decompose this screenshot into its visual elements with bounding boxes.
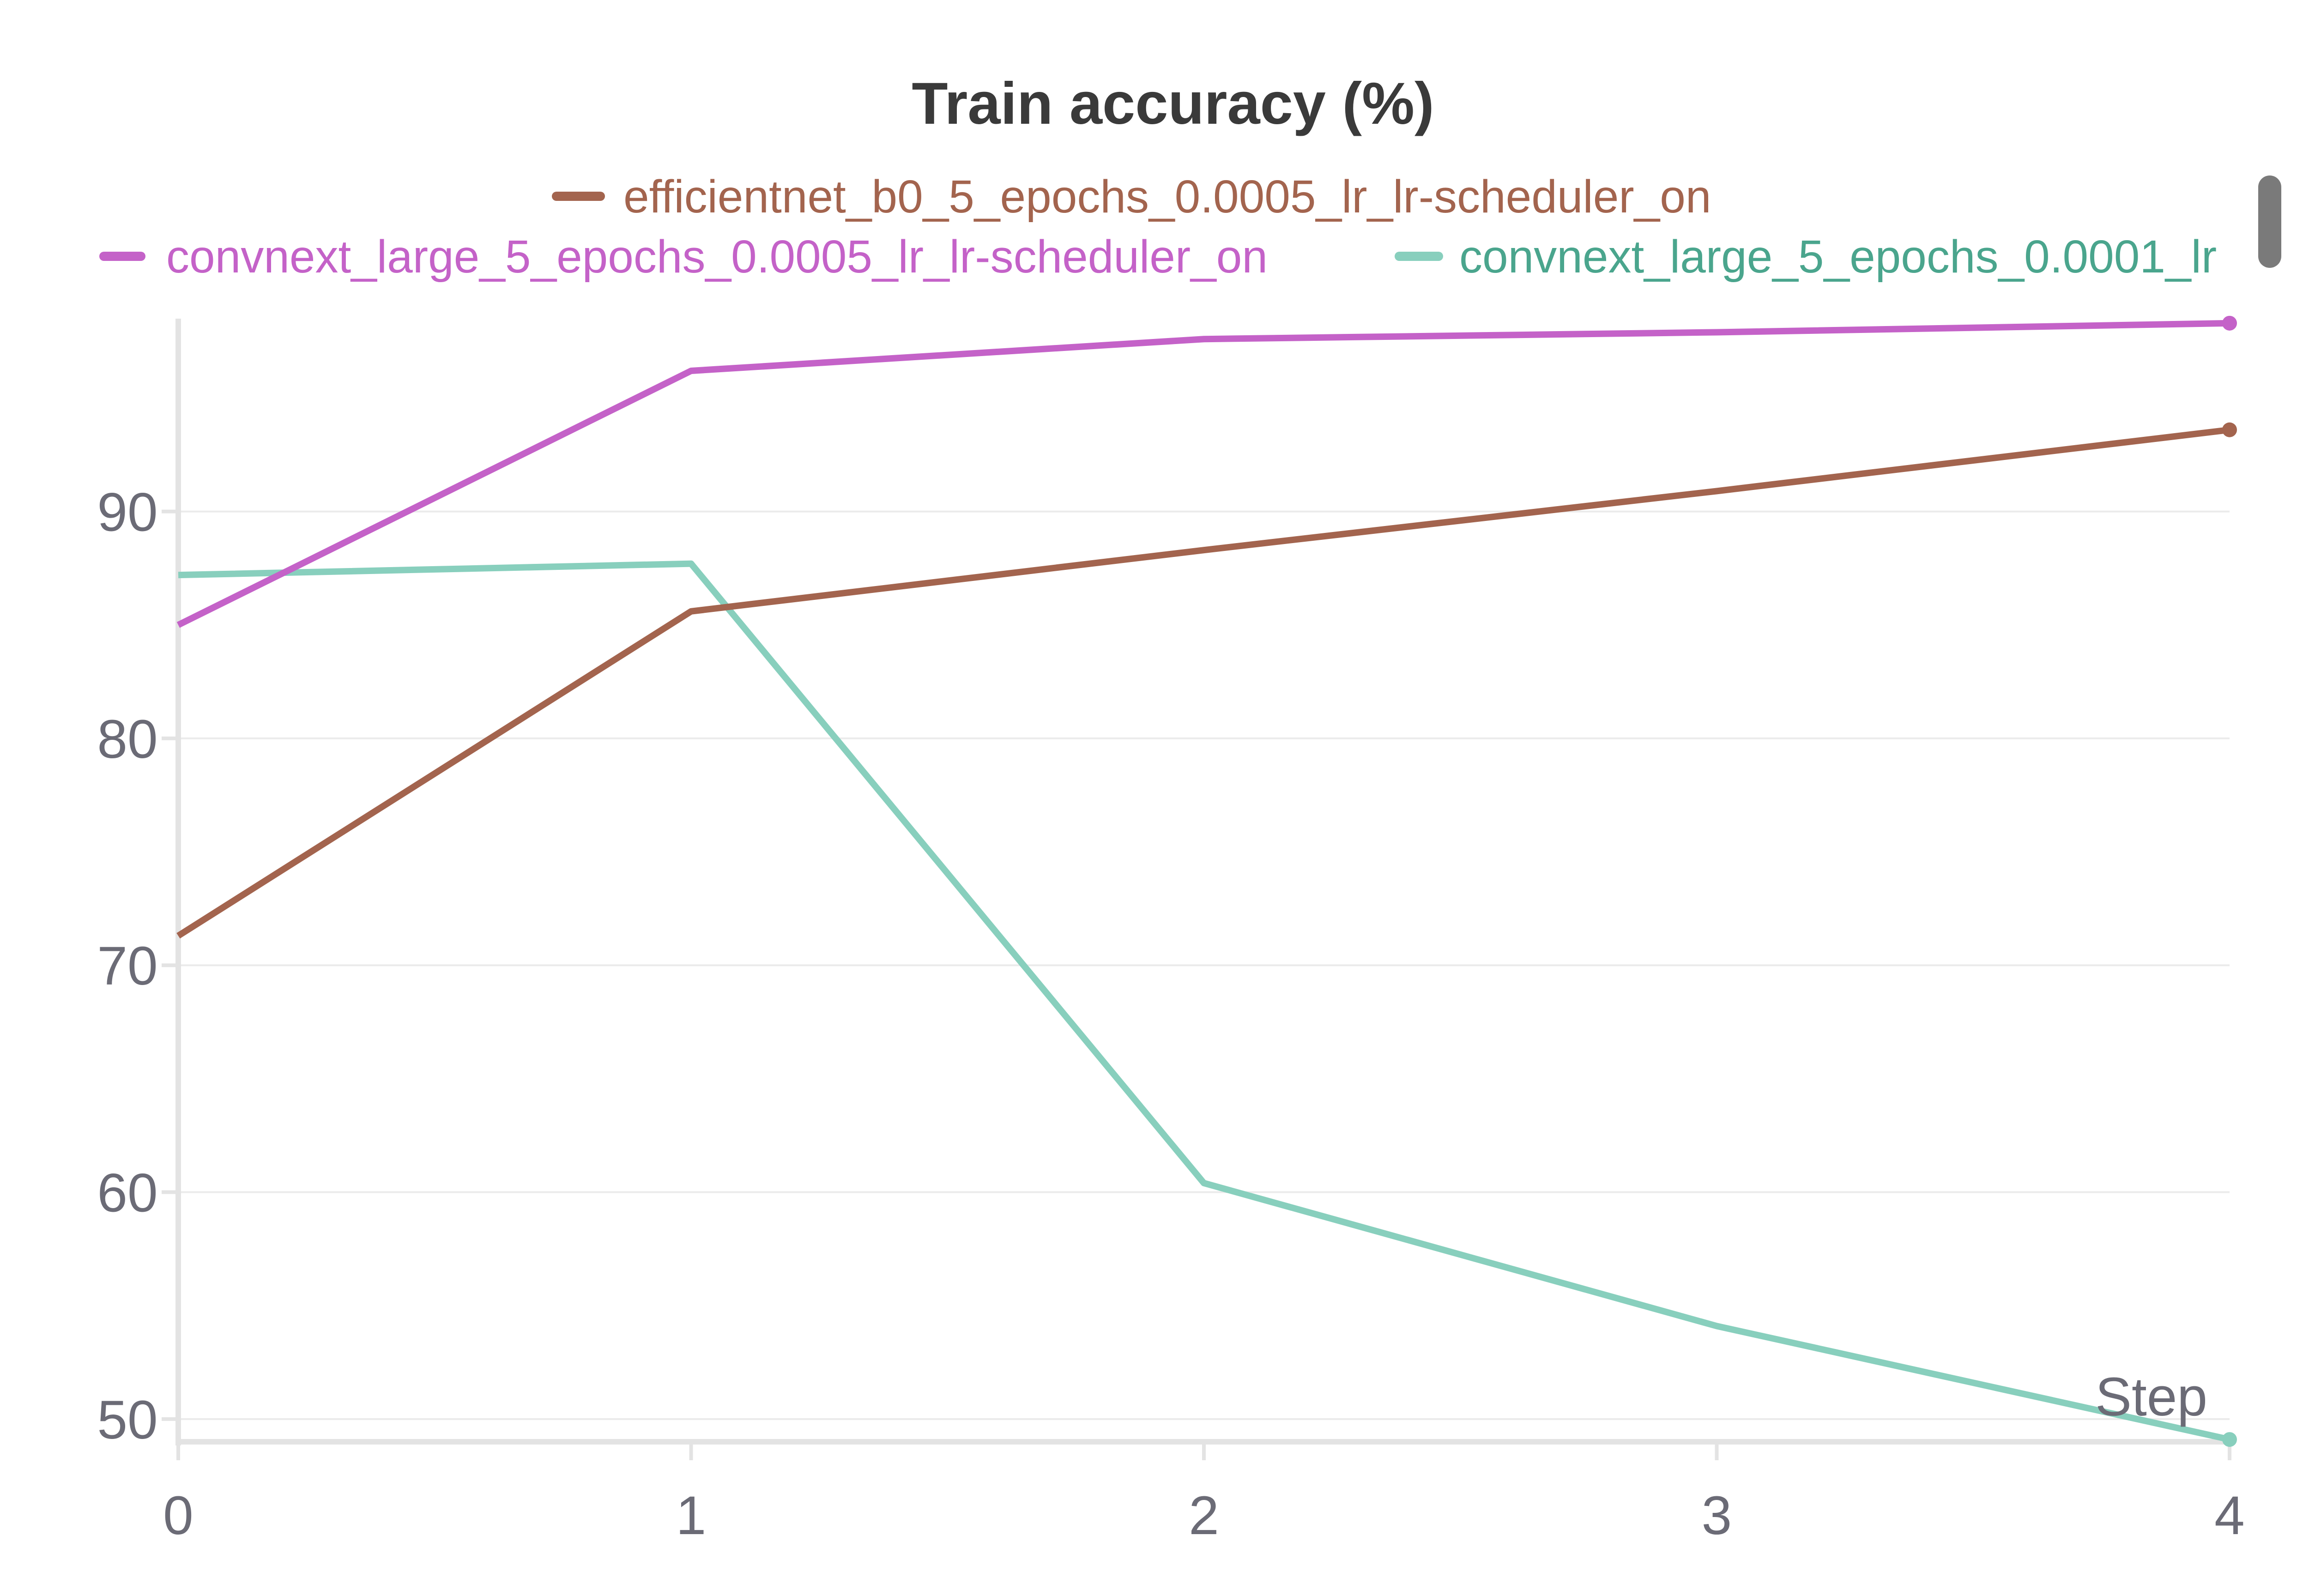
x-tick-label: 3 — [1702, 1485, 1732, 1546]
x-tick-label: 4 — [2214, 1485, 2245, 1546]
legend-item-convnext-0005[interactable]: convnext_large_5_epochs_0.0005_lr_lr-sch… — [99, 231, 1268, 283]
x-tick-label: 0 — [163, 1485, 193, 1546]
chart-title: Train accuracy (%) — [912, 71, 1434, 137]
data-point-efficientnet[interactable] — [2222, 422, 2237, 437]
grid — [178, 510, 2230, 1420]
legend-label-convnext-0001: convnext_large_5_epochs_0.0001_lr — [1459, 231, 2217, 283]
data-point-convnext-0005[interactable] — [2222, 315, 2237, 331]
legend-label-convnext-0005: convnext_large_5_epochs_0.0005_lr_lr-sch… — [166, 231, 1268, 283]
y-tick-label: 70 — [97, 936, 157, 997]
axes — [175, 319, 2235, 1445]
y-tick-label: 60 — [97, 1163, 157, 1224]
y-tick-label: 80 — [97, 709, 157, 770]
y-ticks: 50 60 70 80 90 — [97, 482, 178, 1451]
series-line-efficientnet[interactable] — [176, 426, 2230, 939]
legend-item-efficientnet[interactable]: efficientnet_b0_5_epochs_0.0005_lr_lr-sc… — [552, 171, 1711, 223]
x-tick-label: 1 — [676, 1485, 707, 1546]
x-ticks: 0 1 2 3 4 — [163, 1442, 2245, 1546]
series — [176, 315, 2237, 1447]
y-tick-label: 50 — [97, 1390, 157, 1451]
series-line-convnext-0005[interactable] — [176, 320, 2230, 628]
legend-item-convnext-0001[interactable]: convnext_large_5_epochs_0.0001_lr — [1395, 231, 2217, 283]
legend: efficientnet_b0_5_epochs_0.0005_lr_lr-sc… — [99, 171, 2309, 291]
legend-label-efficientnet: efficientnet_b0_5_epochs_0.0005_lr_lr-sc… — [623, 171, 1711, 223]
legend-scrollbar[interactable] — [2258, 175, 2281, 268]
y-tick-label: 90 — [97, 482, 157, 543]
x-axis-label: Step — [2095, 1366, 2207, 1427]
data-point-convnext-0001[interactable] — [2222, 1432, 2237, 1447]
series-line-convnext-0001[interactable] — [178, 560, 2230, 1443]
x-tick-label: 2 — [1189, 1485, 1219, 1546]
